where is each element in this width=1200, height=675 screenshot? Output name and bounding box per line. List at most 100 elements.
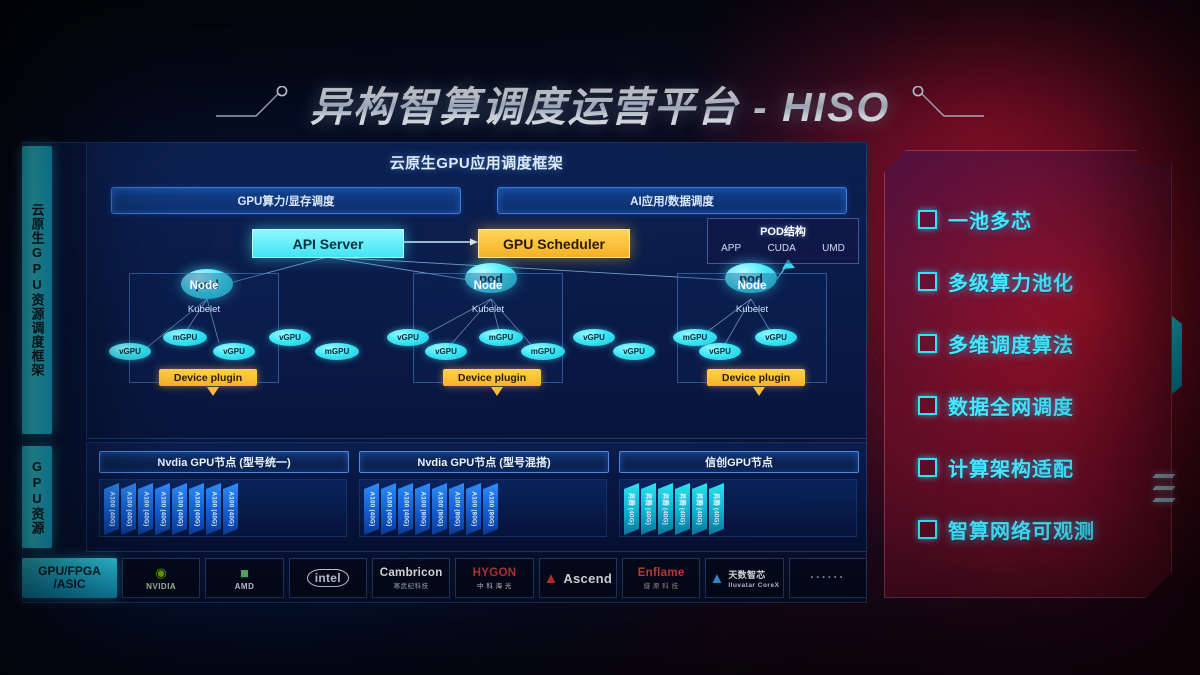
gpu-group-header-1[interactable]: Nvdia GPU节点 (型号混搭) (359, 451, 609, 473)
feature-item-4[interactable]: 计算架构适配 (918, 436, 1168, 498)
vendor-nvidia[interactable]: ◉ NVIDIA (122, 558, 201, 598)
feature-label-5: 智算网络可观测 (948, 520, 1095, 543)
feature-item-0[interactable]: 一池多芯 (918, 188, 1168, 250)
gpu-card-strip-0: A100 (40G) A100 (40G) A100 (40G) A100 (4… (99, 479, 347, 537)
vgpu-2-3[interactable]: vGPU (573, 329, 615, 346)
gpu-card[interactable]: A100 (40G) (381, 483, 396, 535)
vgpu-label: vGPU (279, 333, 301, 342)
feature-item-3[interactable]: 数据全网调度 (918, 374, 1168, 436)
gpu-scheduler-node[interactable]: GPU Scheduler (478, 229, 630, 258)
sidebar-tab-cloud-native-gpu-framework[interactable]: 云原生GPU资源调度框架 (22, 146, 52, 434)
checkbox-square-icon (918, 519, 937, 539)
mgpu-2-1[interactable]: mGPU (479, 329, 523, 346)
feature-label-0: 一池多芯 (948, 210, 1032, 233)
gpu-card-label: A100 (80G) (453, 491, 460, 527)
gpu-card-list-2: 昇腾 (40G) 昇腾 (40G) 昇腾 (40G) 昇腾 (40G) 昇腾 (… (620, 480, 856, 536)
vendor-cambricon[interactable]: Cambricon 寒武纪科技 (371, 558, 451, 598)
vendor-hygon[interactable]: HYGON 中 科 海 光 (455, 558, 534, 598)
vgpu-2-4[interactable]: vGPU (613, 343, 655, 360)
gpu-card[interactable]: A100 (80G) (466, 483, 481, 535)
vgpu-3-1[interactable]: vGPU (699, 343, 741, 360)
pod-layer-cuda: CUDA (767, 243, 796, 254)
mgpu-1-2[interactable]: mGPU (315, 343, 359, 360)
gpu-card-label: 昇腾 (40G) (678, 492, 685, 526)
gpu-card-label: A100 (80G) (419, 491, 426, 527)
gpu-card-label: A100 (40G) (227, 491, 234, 527)
gpu-card[interactable]: A100 (40G) (364, 483, 379, 535)
vendor-name-cambricon: Cambricon (379, 566, 443, 579)
mgpu-3-1[interactable]: mGPU (673, 329, 717, 346)
pod-layer-umd: UMD (822, 243, 845, 254)
gpu-card[interactable]: A100 (40G) (104, 483, 119, 535)
api-server-node[interactable]: API Server (252, 229, 404, 258)
feature-item-5[interactable]: 智算网络可观测 (918, 498, 1168, 560)
vendor-enflame[interactable]: Enflame 燧 原 科 技 (621, 558, 701, 598)
vgpu-label: vGPU (397, 333, 419, 342)
gpu-card-label: A100 (40G) (402, 491, 409, 527)
pod-node-1[interactable]: pod (181, 269, 233, 299)
gpu-card[interactable]: A100 (40G) (223, 483, 238, 535)
gpu-card[interactable]: 昇腾 (40G) (658, 483, 673, 535)
vgpu-1-3[interactable]: vGPU (269, 329, 311, 346)
vgpu-1-1[interactable]: vGPU (109, 343, 151, 360)
pod-label-3: pod (739, 270, 763, 286)
vgpu-1-2[interactable]: vGPU (213, 343, 255, 360)
gpu-card[interactable]: 昇腾 (40G) (624, 483, 639, 535)
mgpu-2-2[interactable]: mGPU (521, 343, 565, 360)
vgpu-3-2[interactable]: vGPU (755, 329, 797, 346)
gpu-card[interactable]: A100 (40G) (206, 483, 221, 535)
checkbox-square-icon (918, 209, 937, 229)
gpu-card[interactable]: A100 (80G) (449, 483, 464, 535)
vgpu-label: vGPU (709, 347, 731, 356)
vendor-name-hygon: HYGON (472, 566, 517, 579)
pod-node-2[interactable]: pod (465, 263, 517, 293)
scheduling-diagram: API Server GPU Scheduler POD结构 APP CUDA … (87, 218, 866, 440)
device-plugin-1[interactable]: Device plugin (159, 369, 257, 386)
gpu-card[interactable]: A100 (40G) (398, 483, 413, 535)
vendor-name-nvidia: NVIDIA (146, 582, 177, 591)
sidebar-tab-label-2: GPU资源 (29, 459, 45, 535)
gpu-card-label: A100 (40G) (193, 491, 200, 527)
gpu-card[interactable]: 昇腾 (40G) (641, 483, 656, 535)
gpu-card-label: 昇腾 (40G) (712, 492, 719, 526)
gpu-card[interactable]: A100 (40G) (121, 483, 136, 535)
gpu-card[interactable]: A100 (40G) (138, 483, 153, 535)
gpu-card-label: A100 (80G) (470, 491, 477, 527)
feature-item-1[interactable]: 多级算力池化 (918, 250, 1168, 312)
gpu-group-header-0[interactable]: Nvdia GPU节点 (型号统一) (99, 451, 349, 473)
gpu-card[interactable]: 昇腾 (40G) (675, 483, 690, 535)
vendor-name-ascend: Ascend (563, 570, 613, 586)
checkbox-square-icon (918, 333, 937, 353)
gpu-card[interactable]: 昇腾 (40G) (709, 483, 724, 535)
device-plugin-2[interactable]: Device plugin (443, 369, 541, 386)
connector-lines (144, 238, 795, 396)
gpu-card[interactable]: A100 (80G) (415, 483, 430, 535)
vendor-ascend[interactable]: ▲ Ascend (538, 558, 617, 598)
capability-bar-gpu-compute[interactable]: GPU算力/显存调度 (111, 187, 461, 214)
gpu-card[interactable]: A100 (40G) (155, 483, 170, 535)
vendor-iluvatar[interactable]: ▲ 天数智芯 Iluvatar CoreX (705, 558, 784, 598)
vendor-intel[interactable]: intel (288, 558, 367, 598)
vendor-sub-cambricon: 寒武纪科技 (393, 582, 429, 590)
pod-node-3[interactable]: pod (725, 263, 777, 293)
gpu-card-label: A100 (40G) (210, 491, 217, 527)
device-plugin-3[interactable]: Device plugin (707, 369, 805, 386)
node-title-2: Node (473, 280, 503, 292)
vendor-sub-iluvatar: Iluvatar CoreX (728, 581, 780, 589)
gpu-card[interactable]: A100 (80G) (432, 483, 447, 535)
gpu-card[interactable]: A100 (40G) (172, 483, 187, 535)
sidebar-tab-gpu-resource[interactable]: GPU资源 (22, 446, 52, 548)
gpu-card[interactable]: A100 (40G) (189, 483, 204, 535)
vendor-more[interactable]: ······ (788, 558, 867, 598)
vgpu-2-2[interactable]: vGPU (425, 343, 467, 360)
capability-bar-ai-app[interactable]: AI应用/数据调度 (497, 187, 847, 214)
vendor-amd[interactable]: ◾ AMD (205, 558, 284, 598)
gpu-card[interactable]: 昇腾 (40G) (692, 483, 707, 535)
vgpu-2-1[interactable]: vGPU (387, 329, 429, 346)
mgpu-1-1[interactable]: mGPU (163, 329, 207, 346)
gpu-group-header-2[interactable]: 信创GPU节点 (619, 451, 859, 473)
gpu-card-label: A100 (40G) (108, 491, 115, 527)
feature-item-2[interactable]: 多维调度算法 (918, 312, 1168, 374)
ascend-a-mark-icon: ▲ (543, 569, 559, 587)
gpu-card[interactable]: A100 (80G) (483, 483, 498, 535)
